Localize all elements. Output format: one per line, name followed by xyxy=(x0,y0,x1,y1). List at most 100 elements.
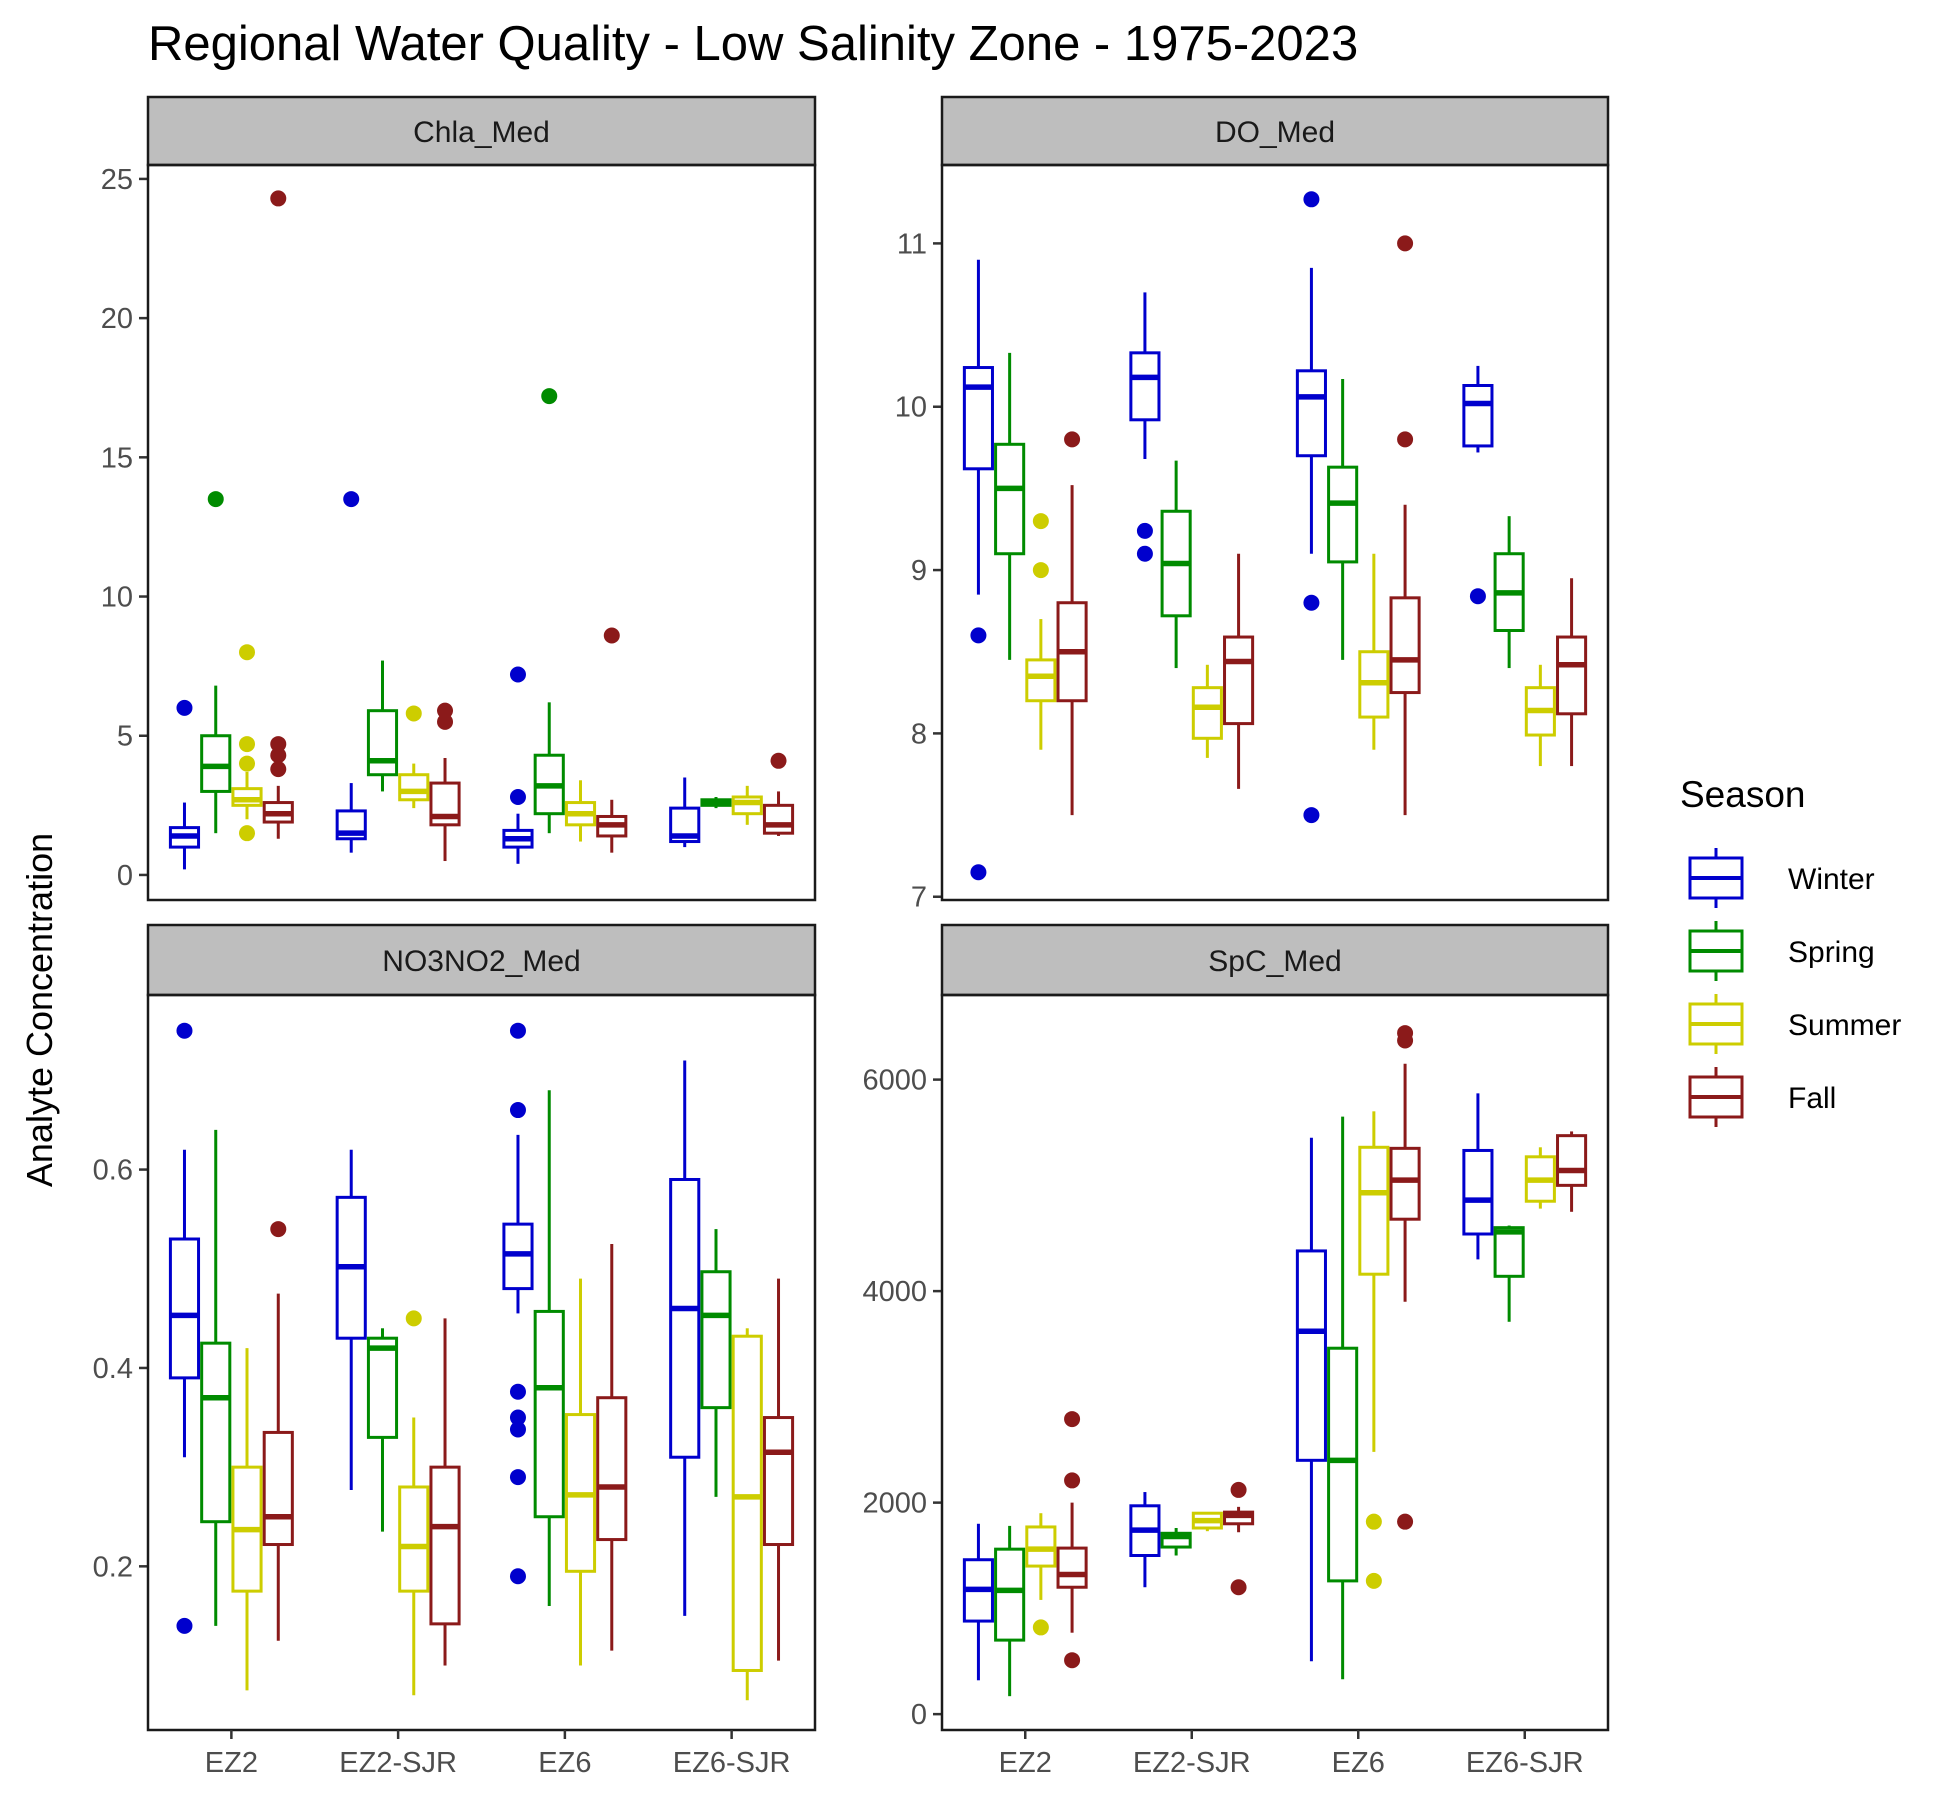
box-winter-ez2 xyxy=(168,699,201,870)
box-winter-ez2-sjr xyxy=(335,491,367,853)
box-summer-ez2 xyxy=(231,1348,263,1691)
box-fall-ez6-sjr xyxy=(1556,1131,1588,1212)
outlier-point xyxy=(509,1022,526,1039)
box-fall-ez6-sjr xyxy=(762,752,795,836)
box-summer-ez6 xyxy=(564,780,597,842)
y-tick-label: 11 xyxy=(897,228,927,260)
box-spring-ez6 xyxy=(533,388,565,834)
x-tick-label: EZ6-SJR xyxy=(673,1747,791,1779)
legend-label: Fall xyxy=(1788,1082,1836,1115)
box-spring-ez2-sjr xyxy=(366,1328,399,1532)
facet-strip xyxy=(146,923,817,997)
outlier-point xyxy=(1230,1481,1247,1498)
outlier-point xyxy=(541,388,558,405)
box-summer-ez6-sjr xyxy=(731,1328,763,1701)
box-spring-ez6-sjr xyxy=(1493,1225,1525,1322)
x-tick-label: EZ6-SJR xyxy=(1466,1747,1584,1779)
box-iqr xyxy=(231,787,263,807)
y-tick-label: 10 xyxy=(895,392,927,424)
box-iqr xyxy=(1556,635,1588,716)
box-iqr xyxy=(1389,1146,1421,1221)
outlier-point xyxy=(1064,1652,1081,1669)
box-summer-ez2 xyxy=(231,644,263,842)
box-fall-ez6 xyxy=(1389,1025,1421,1530)
box-iqr xyxy=(1025,658,1057,703)
box-iqr xyxy=(994,442,1026,556)
outlier-point xyxy=(239,755,256,772)
outlier-point xyxy=(1469,588,1486,605)
outlier-point xyxy=(1032,1619,1049,1636)
box-iqr xyxy=(398,773,430,802)
box-summer-ez6 xyxy=(1358,553,1390,750)
box-fall-ez6-sjr xyxy=(762,1278,795,1661)
legend-label: Summer xyxy=(1788,1009,1901,1042)
box-fall-ez6 xyxy=(596,1243,628,1651)
facet-strip-label: SpC_Med xyxy=(1208,945,1341,978)
box-iqr xyxy=(262,1430,294,1547)
outlier-point xyxy=(1397,431,1414,448)
y-tick-label: 5 xyxy=(117,721,133,753)
box-iqr xyxy=(1327,1346,1359,1583)
y-tick-label: 2000 xyxy=(862,1488,927,1520)
x-tick-label: EZ2-SJR xyxy=(339,1747,457,1779)
panel-border xyxy=(146,163,817,902)
box-iqr xyxy=(1462,1148,1494,1236)
outlier-point xyxy=(270,736,287,753)
y-tick-label: 0 xyxy=(911,1699,927,1731)
outlier-point xyxy=(1365,1572,1382,1589)
outlier-point xyxy=(270,1221,287,1238)
box-iqr xyxy=(1493,1226,1525,1278)
box-spring-ez6-sjr xyxy=(1493,516,1525,669)
outlier-point xyxy=(770,752,787,769)
box-iqr xyxy=(366,1336,399,1439)
y-tick-label: 0.6 xyxy=(93,1155,133,1187)
outlier-point xyxy=(1397,1025,1414,1042)
outlier-point xyxy=(1303,191,1320,208)
box-winter-ez6 xyxy=(502,1022,534,1585)
box-iqr xyxy=(994,1547,1026,1642)
box-summer-ez2 xyxy=(1025,513,1057,750)
box-spring-ez6-sjr xyxy=(700,796,732,809)
legend-item-summer: Summer xyxy=(1688,994,1901,1054)
box-fall-ez6 xyxy=(1389,235,1421,816)
box-iqr xyxy=(731,795,763,816)
y-tick-label: 20 xyxy=(101,303,133,335)
outlier-point xyxy=(207,491,224,508)
box-spring-ez2 xyxy=(994,352,1026,660)
y-tick-label: 0 xyxy=(117,860,133,892)
y-tick-label: 6000 xyxy=(862,1065,927,1097)
outlier-point xyxy=(1064,1411,1081,1428)
box-winter-ez2 xyxy=(962,259,994,881)
box-iqr xyxy=(1056,1546,1088,1589)
box-iqr xyxy=(366,709,399,777)
box-winter-ez6-sjr xyxy=(1462,1093,1494,1260)
outlier-point xyxy=(509,1383,526,1400)
box-summer-ez6 xyxy=(1358,1111,1390,1589)
outlier-point xyxy=(343,491,360,508)
outlier-point xyxy=(176,1022,193,1039)
box-iqr xyxy=(200,1341,232,1524)
x-tick-label: EZ2 xyxy=(999,1747,1052,1779)
outlier-point xyxy=(509,1421,526,1438)
box-iqr xyxy=(700,1270,732,1410)
outlier-point xyxy=(509,788,526,805)
box-winter-ez2-sjr xyxy=(1129,292,1161,562)
box-fall-ez2-sjr xyxy=(429,1318,461,1666)
outlier-point xyxy=(1032,562,1049,579)
box-iqr xyxy=(762,1416,795,1547)
box-spring-ez2 xyxy=(200,1129,232,1626)
legend-label: Spring xyxy=(1788,936,1875,969)
panel-background xyxy=(148,165,815,900)
box-spring-ez2-sjr xyxy=(366,660,399,792)
outlier-point xyxy=(509,1568,526,1585)
outlier-point xyxy=(1230,1579,1247,1596)
outlier-point xyxy=(509,1469,526,1486)
box-iqr xyxy=(1358,1145,1390,1276)
box-spring-ez2-sjr xyxy=(1160,1528,1192,1556)
outlier-point xyxy=(405,1310,422,1327)
legend-item-winter: Winter xyxy=(1688,848,1875,908)
chart-title: Regional Water Quality - Low Salinity Zo… xyxy=(148,17,1358,71)
box-fall-ez2-sjr xyxy=(429,702,461,862)
box-spring-ez6 xyxy=(1327,1116,1359,1680)
x-tick-label: EZ6 xyxy=(538,1747,591,1779)
